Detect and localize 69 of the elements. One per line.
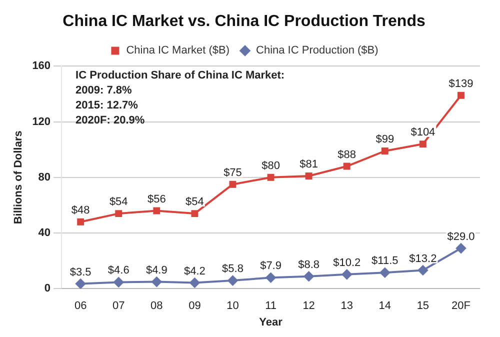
y-axis-title: Billions of Dollars <box>12 130 25 224</box>
data-label: $54 <box>186 196 204 208</box>
point <box>381 148 388 154</box>
x-tick-label: 13 <box>340 300 353 312</box>
x-tick-label: 08 <box>150 300 163 312</box>
point <box>458 92 464 99</box>
y-tick-label: 40 <box>38 227 51 240</box>
x-tick-label: 12 <box>302 300 315 312</box>
data-label: $8.8 <box>298 258 320 271</box>
data-label: $75 <box>224 166 242 179</box>
annotation: IC Production Share of China IC Market: <box>76 70 285 82</box>
data-label: $139 <box>448 78 474 90</box>
point <box>267 174 274 181</box>
point <box>343 162 350 170</box>
point <box>418 265 428 276</box>
annotation: 2009: 7.8% <box>76 84 132 97</box>
x-tick-label: 15 <box>416 300 430 312</box>
point <box>304 271 314 282</box>
x-tick-label: 09 <box>188 300 201 312</box>
data-label: $11.5 <box>372 255 398 268</box>
x-tick-label: 11 <box>265 300 276 312</box>
legend-label: China IC Production ($B) <box>256 44 378 57</box>
data-label: $54 <box>109 196 128 208</box>
point <box>380 268 390 278</box>
x-tick-label: 06 <box>74 300 87 312</box>
y-tick-label: 160 <box>32 60 51 72</box>
data-label: $29.0 <box>447 230 475 243</box>
data-label: $88 <box>338 148 356 161</box>
data-label: $4.6 <box>108 264 130 277</box>
x-axis-title: Year <box>259 316 284 328</box>
data-label: $104 <box>410 126 436 139</box>
point <box>190 278 200 288</box>
chart-title: China IC Market vs. China IC Production Trends <box>62 13 426 30</box>
x-tick-label: 20F <box>451 300 471 312</box>
point <box>153 207 160 214</box>
x-tick-label: 10 <box>226 300 239 312</box>
point <box>456 243 466 254</box>
data-label: $81 <box>300 158 318 171</box>
data-label: $4.9 <box>146 264 168 276</box>
data-label: $3.5 <box>70 266 92 278</box>
x-tick-label: 07 <box>112 300 125 312</box>
point <box>342 269 352 280</box>
point <box>419 140 426 148</box>
point <box>191 210 198 218</box>
data-label: $99 <box>376 134 394 146</box>
data-label: $5.8 <box>222 263 244 276</box>
annotation: 2015: 12.7% <box>76 100 138 112</box>
point <box>115 210 122 218</box>
point <box>228 276 238 286</box>
point <box>229 180 236 188</box>
y-tick-label: 80 <box>38 171 51 184</box>
point <box>76 278 86 289</box>
data-label: $10.2 <box>333 256 361 269</box>
point <box>305 172 312 180</box>
point <box>114 277 124 288</box>
data-label: $13.2 <box>409 252 437 265</box>
annotation: 2020F: 20.9% <box>76 114 145 127</box>
data-label: $48 <box>71 204 90 216</box>
data-label: $80 <box>262 160 280 172</box>
data-label: $7.9 <box>260 260 282 272</box>
y-tick-label: 120 <box>32 116 51 128</box>
legend-label: China IC Market ($B) <box>126 44 230 57</box>
x-tick-label: 14 <box>378 300 392 312</box>
point <box>152 276 162 287</box>
y-tick-label: 0 <box>44 282 51 295</box>
data-label: $4.2 <box>184 265 206 278</box>
point <box>266 272 276 283</box>
point <box>77 218 84 226</box>
data-label: $56 <box>147 193 166 206</box>
